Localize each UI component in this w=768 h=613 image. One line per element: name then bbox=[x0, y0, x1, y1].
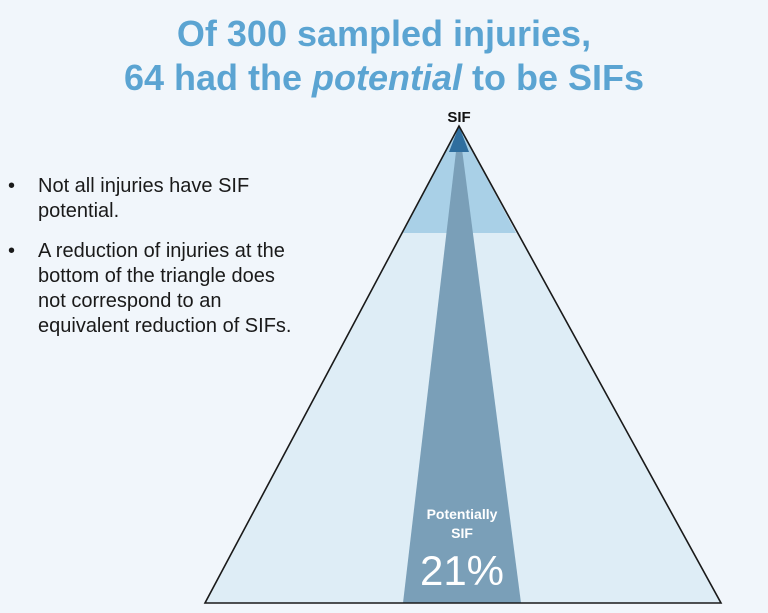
bullet-text: Not all injuries have SIF potential. bbox=[38, 175, 250, 222]
wedge-percent: 21% bbox=[420, 547, 504, 594]
title-line-2-end: to be SIFs bbox=[462, 57, 645, 98]
bullet-item: • Not all injuries have SIF potential. bbox=[8, 174, 308, 224]
bullet-item: • A reduction of injuries at the bottom … bbox=[8, 239, 308, 339]
sif-tip bbox=[449, 126, 469, 152]
bullet-marker: • bbox=[8, 175, 16, 197]
wedge-label-line-2: SIF bbox=[451, 525, 473, 541]
apex-label: SIF bbox=[447, 109, 470, 126]
title-emphasis: potential bbox=[312, 57, 463, 98]
wedge-label-line-1: Potentially bbox=[427, 506, 498, 522]
bullet-text: A reduction of injuries at the bottom of… bbox=[38, 240, 292, 337]
pyramid-outline bbox=[203, 124, 723, 604]
slide-title: Of 300 sampled injuries, 64 had the pote… bbox=[0, 12, 768, 100]
potential-sif-wedge bbox=[403, 126, 521, 603]
title-line-2-start: 64 had the bbox=[123, 57, 313, 98]
title-line-2: 64 had the potential to be SIFs bbox=[0, 56, 768, 100]
bullet-list: • Not all injuries have SIF potential. •… bbox=[8, 174, 308, 354]
title-line-1: Of 300 sampled injuries, bbox=[176, 13, 592, 54]
bullet-marker: • bbox=[8, 240, 16, 262]
